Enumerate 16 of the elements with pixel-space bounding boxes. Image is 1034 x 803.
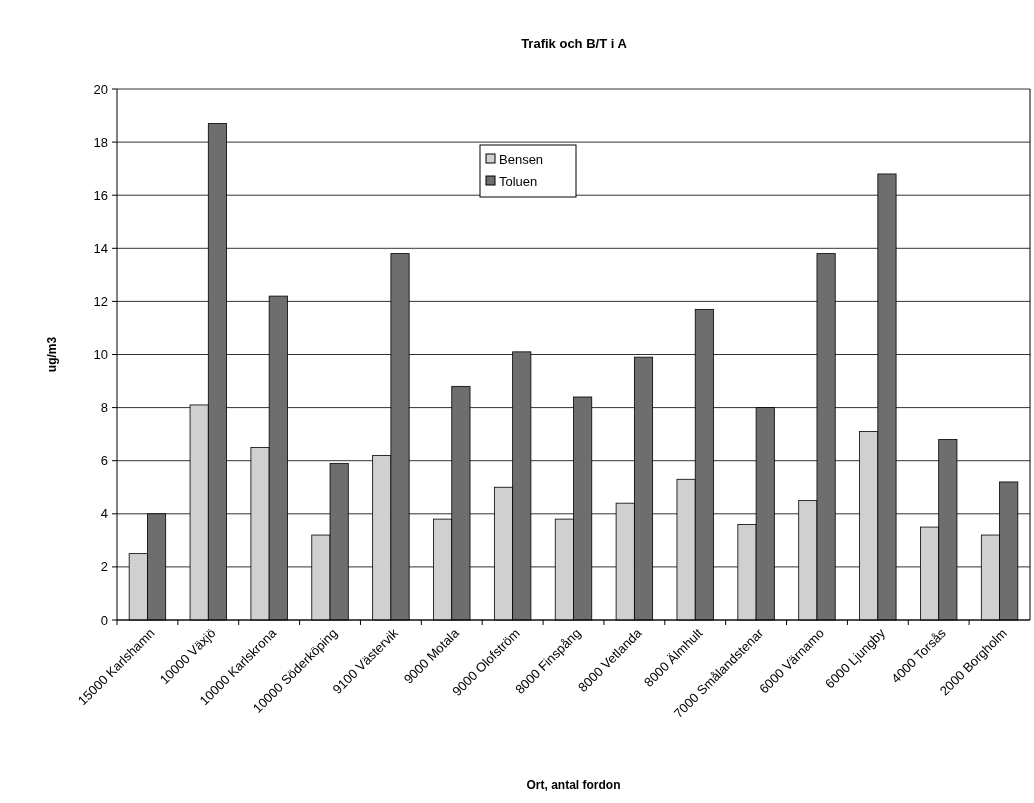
legend-label: Toluen [499,173,538,189]
x-axis-title: Ort, antal fordon [526,778,621,792]
y-tick-label: 0 [100,612,108,628]
legend-label: Bensen [499,151,544,167]
y-tick-label: 8 [100,400,108,416]
y-tick-label: 20 [93,81,108,97]
y-tick-label: 12 [93,293,108,309]
y-tick-label: 2 [100,559,108,575]
y-tick-label: 16 [93,187,108,203]
y-tick-label: 10 [93,347,108,363]
chart-title: Trafik och B/T i A [521,36,628,51]
y-tick-label: 18 [93,134,108,150]
y-tick-label: 6 [100,453,108,469]
y-axis-title: ug/m3 [45,336,59,373]
y-tick-label: 14 [93,240,108,256]
y-tick-label: 4 [100,506,108,522]
